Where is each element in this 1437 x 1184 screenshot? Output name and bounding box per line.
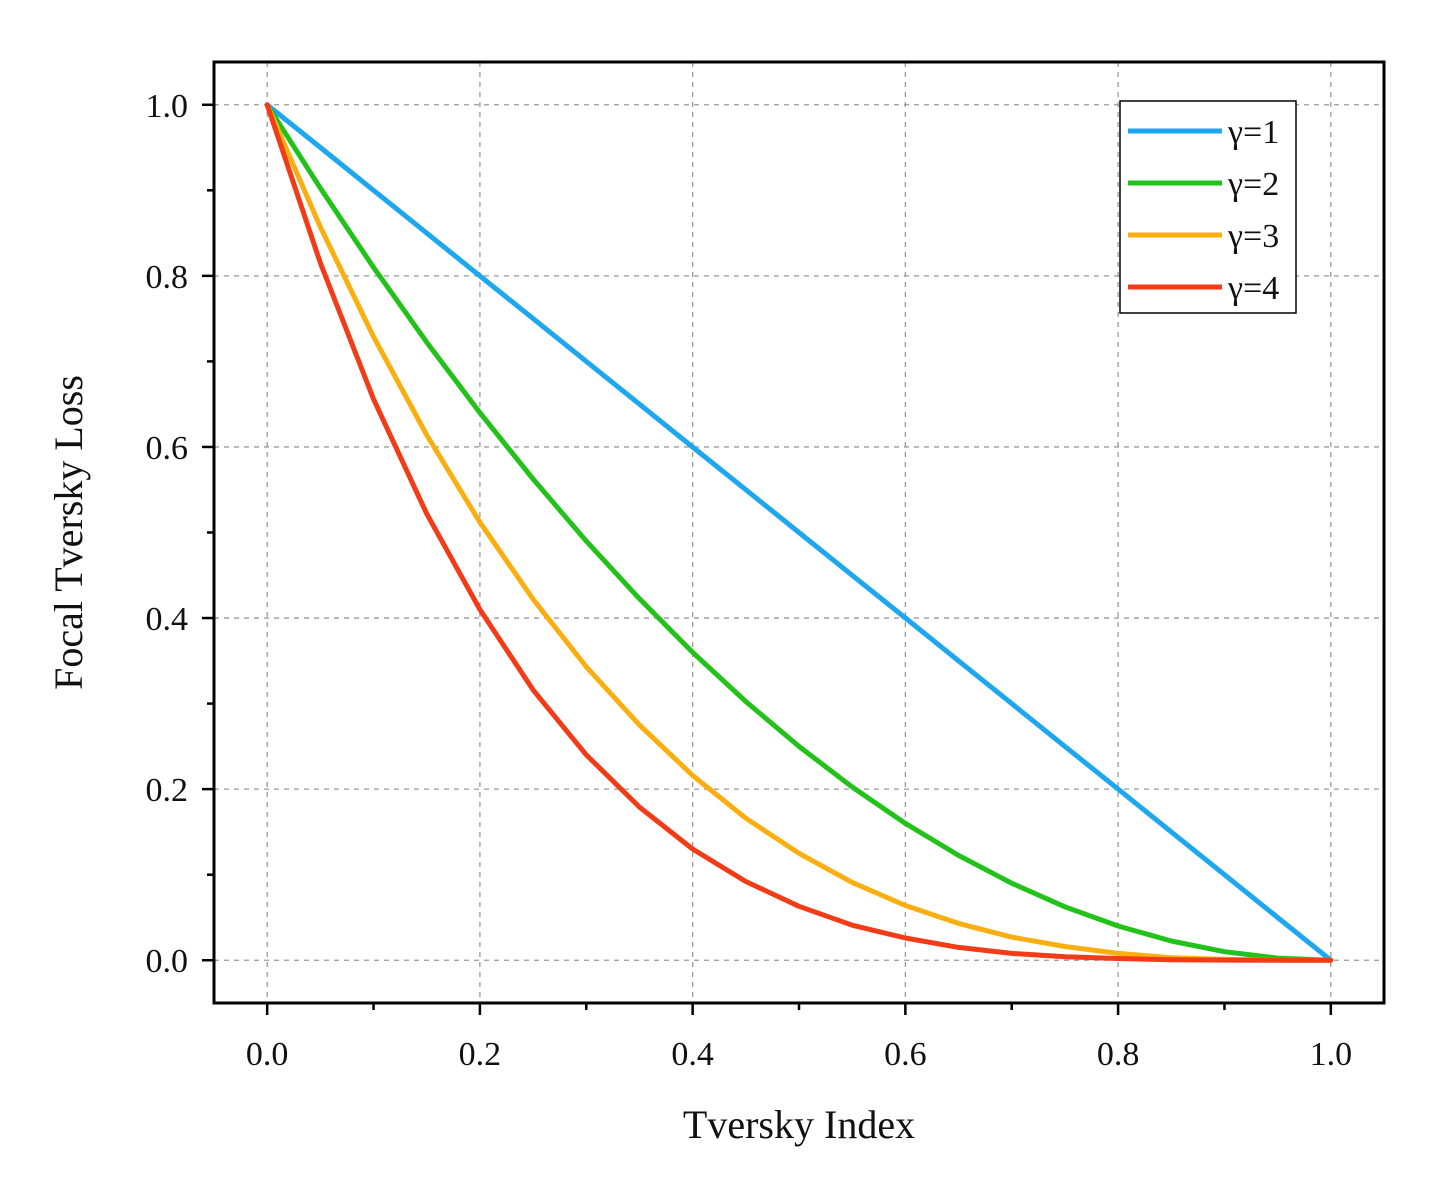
x-tick-label-3: 0.6 xyxy=(884,1036,927,1073)
x-tick-label-1: 0.2 xyxy=(459,1036,502,1073)
y-tick-label-2: 0.4 xyxy=(146,601,189,638)
y-tick-label-5: 1.0 xyxy=(146,88,189,125)
series-line-4 xyxy=(264,102,1334,963)
y-tick-label-3: 0.6 xyxy=(146,430,189,467)
legend-label-4: γ=4 xyxy=(1227,270,1279,307)
legend-label-1: γ=1 xyxy=(1227,114,1279,151)
y-tick-label-0: 0.0 xyxy=(146,943,189,980)
legend: γ=1 γ=2 γ=3 γ=4 xyxy=(1119,100,1297,314)
y-tick-labels: 0.0 0.2 0.4 0.6 0.8 1.0 xyxy=(146,88,189,980)
x-tick-label-0: 0.0 xyxy=(246,1036,289,1073)
y-axis-title: Focal Tversky Loss xyxy=(46,375,91,690)
y-tick-label-1: 0.2 xyxy=(146,772,189,809)
legend-label-2: γ=2 xyxy=(1227,166,1279,203)
legend-label-3: γ=3 xyxy=(1227,218,1279,255)
x-axis-title: Tversky Index xyxy=(683,1102,915,1147)
series-line-2 xyxy=(264,102,1334,963)
axis-ticks xyxy=(202,103,1333,1015)
x-tick-label-4: 0.8 xyxy=(1097,1036,1140,1073)
series-lines xyxy=(264,102,1334,963)
x-tick-label-2: 0.4 xyxy=(671,1036,714,1073)
series-line-1 xyxy=(264,102,1334,963)
x-tick-label-5: 1.0 xyxy=(1310,1036,1353,1073)
series-line-3 xyxy=(264,102,1334,963)
x-tick-labels: 0.0 0.2 0.4 0.6 0.8 1.0 xyxy=(246,1036,1352,1073)
legend-box xyxy=(1119,100,1297,314)
y-tick-label-4: 0.8 xyxy=(146,259,189,296)
